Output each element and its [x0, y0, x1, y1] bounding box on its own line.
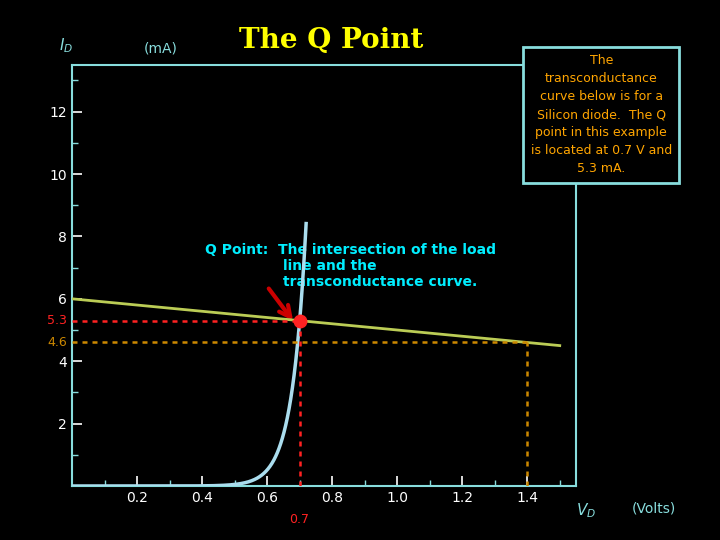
Text: The Q Point: The Q Point	[239, 27, 423, 54]
Text: $V_D$: $V_D$	[576, 502, 596, 521]
Text: 4.6: 4.6	[48, 336, 67, 349]
Text: (Volts): (Volts)	[631, 502, 675, 516]
Text: Q Point:  The intersection of the load
                line and the
            : Q Point: The intersection of the load li…	[205, 242, 496, 289]
Text: The
transconductance
curve below is for a
Silicon diode.  The Q
point in this ex: The transconductance curve below is for …	[531, 54, 672, 175]
Text: (mA): (mA)	[143, 42, 177, 56]
Text: 0.7: 0.7	[289, 512, 310, 525]
Text: $I_D$: $I_D$	[59, 37, 73, 56]
Text: 5.3: 5.3	[48, 314, 67, 327]
